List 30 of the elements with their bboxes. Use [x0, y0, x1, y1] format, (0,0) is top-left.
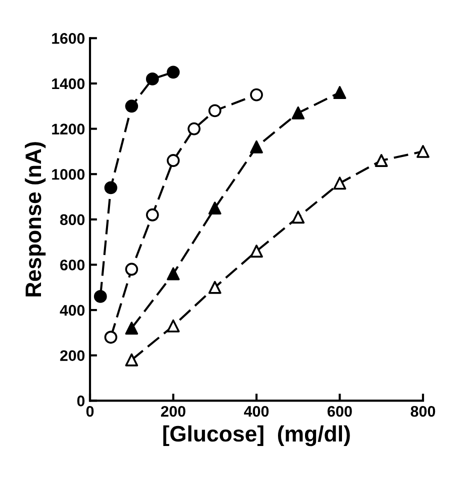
x-tick-label: 800 — [410, 406, 436, 417]
y-tick-label: 400 — [60, 304, 85, 316]
y-tick-label: 200 — [60, 350, 85, 362]
point — [292, 106, 305, 120]
point — [125, 353, 138, 366]
y-tick-label: 1200 — [52, 124, 85, 134]
point — [333, 176, 346, 190]
point — [166, 267, 180, 280]
point — [333, 86, 346, 99]
point — [250, 244, 263, 258]
x-axis-title: [Glucose] (mg/dl) — [163, 425, 350, 446]
x-tick-label: 600 — [328, 406, 352, 417]
point — [166, 319, 180, 332]
point — [125, 322, 138, 335]
point — [208, 280, 222, 294]
y-axis-title: Response (nA) — [24, 142, 46, 296]
point — [416, 144, 430, 158]
point — [374, 154, 388, 167]
point — [292, 210, 305, 224]
y-tick-label: 600 — [60, 260, 85, 270]
y-tick-label: 0 — [77, 396, 85, 406]
x-tick-label: 200 — [161, 406, 186, 417]
y-tick-label: 1000 — [52, 168, 85, 180]
y-tick-label: 800 — [60, 214, 85, 226]
x-tick-label: 400 — [244, 406, 269, 417]
point — [208, 202, 222, 215]
point — [250, 140, 263, 154]
y-tick-label: 1600 — [52, 33, 85, 44]
x-tick-label: 0 — [86, 406, 94, 417]
y-tick-label: 1400 — [52, 78, 85, 90]
